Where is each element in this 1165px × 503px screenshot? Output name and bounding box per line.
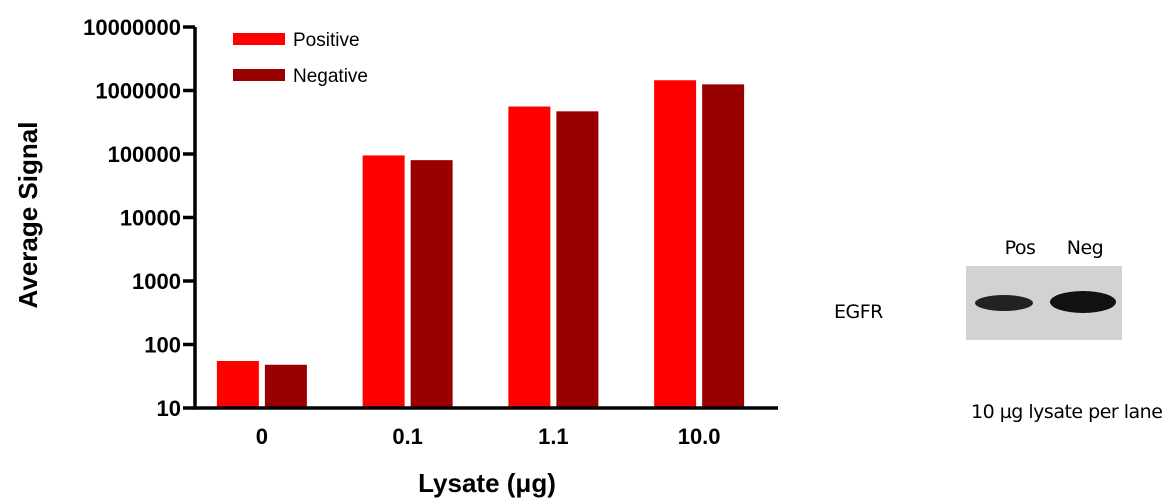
y-axis-ticks: 10 100 1000 10000 100000 1000000 10000000	[83, 15, 195, 421]
lane-label-neg: Neg	[1067, 237, 1103, 259]
legend-swatch-positive	[233, 33, 285, 45]
legend-label-positive: Positive	[293, 30, 360, 51]
blot-caption: 10 µg lysate per lane	[971, 401, 1162, 423]
bar-negative-0	[264, 364, 307, 408]
x-axis-title: Lysate (μg)	[418, 468, 556, 498]
bar-negative-1.1	[556, 111, 599, 409]
bar-positive-0	[216, 360, 259, 408]
lane-label-pos: Pos	[1005, 237, 1036, 259]
bar-positive-1.1	[508, 106, 551, 409]
y-tick-label: 100000	[108, 142, 181, 167]
x-category-label: 1.1	[538, 424, 569, 449]
bar-negative-0.1	[410, 160, 453, 408]
target-label: EGFR	[834, 301, 883, 323]
y-axis-title: Average Signal	[13, 122, 43, 309]
y-tick-label: 1000	[132, 269, 181, 294]
y-tick-label: 10000000	[83, 15, 181, 40]
western-blot-panel: Pos Neg EGFR 10 µg lysate per lane	[834, 237, 1163, 423]
x-category-label: 10.0	[678, 424, 721, 449]
x-axis-categories: 0 0.1 1.1 10.0	[256, 424, 721, 449]
bars-group	[216, 80, 745, 409]
legend-label-negative: Negative	[293, 66, 368, 87]
y-tick-label: 1000000	[95, 79, 181, 104]
blot-band-neg	[1050, 291, 1116, 313]
x-category-label: 0	[256, 424, 268, 449]
x-category-label: 0.1	[392, 424, 423, 449]
legend-swatch-negative	[233, 69, 285, 81]
blot-band-pos	[975, 295, 1033, 311]
y-tick-label: 10	[157, 396, 181, 421]
bar-negative-10.0	[702, 84, 745, 408]
y-tick-label: 100	[144, 333, 181, 358]
bar-chart: 10 100 1000 10000 100000 1000000 10000000 0 0.1…	[13, 15, 778, 498]
bar-positive-10.0	[654, 80, 697, 409]
legend: Positive Negative	[233, 30, 368, 87]
bar-positive-0.1	[362, 155, 405, 408]
y-tick-label: 10000	[120, 206, 181, 231]
